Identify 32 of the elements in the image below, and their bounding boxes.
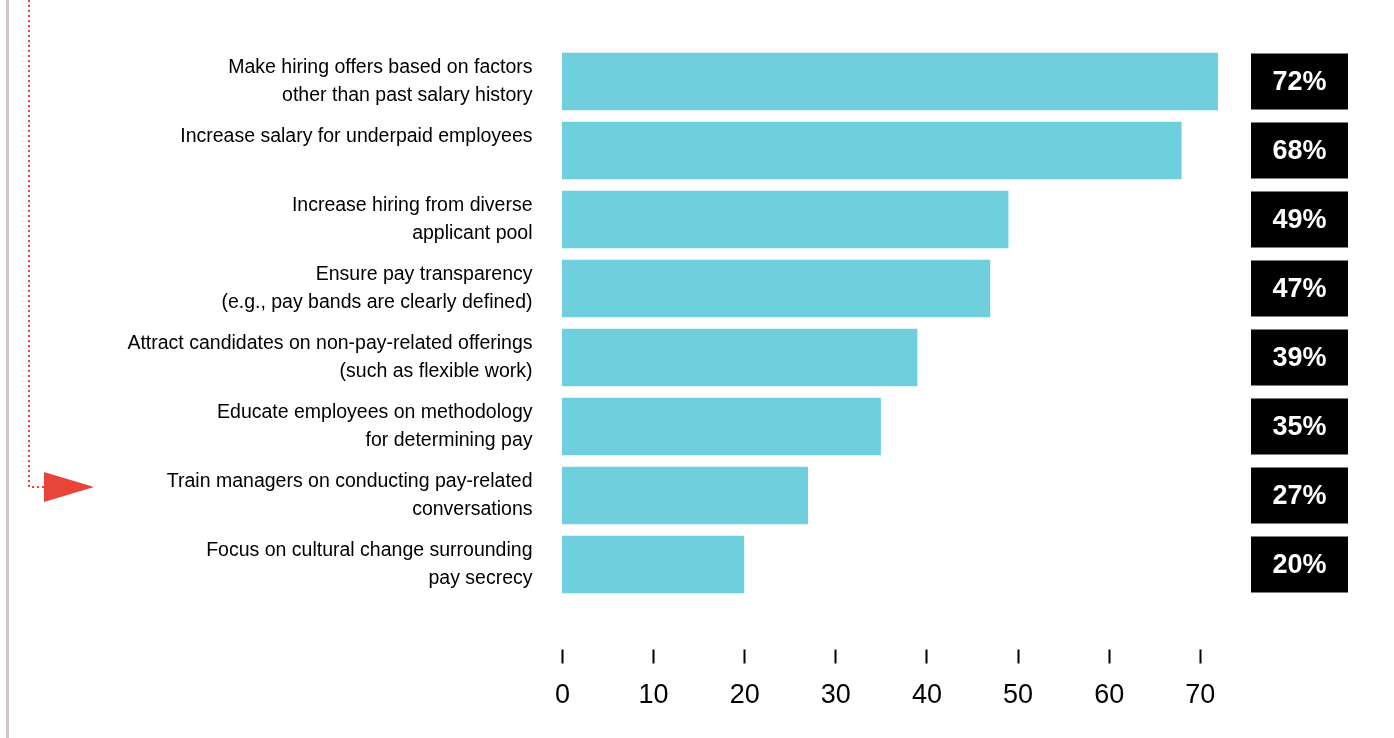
x-tick-label: 70	[1185, 678, 1216, 709]
bar	[562, 328, 918, 387]
y-tick-label: Train managers on conducting pay-related conversations	[166, 468, 533, 519]
data-label: 68%	[1272, 134, 1327, 165]
y-tick-label: Ensure pay transparency (e.g., pay bands are clearly defined)	[221, 261, 533, 312]
bar	[562, 259, 991, 318]
y-tick-label: Make hiring offers based on factors other than past salary history	[228, 54, 533, 105]
y-tick-label: Increase hiring from diverse applicant pool	[291, 192, 533, 243]
bar	[562, 190, 1009, 249]
data-label: 39%	[1272, 341, 1327, 372]
y-tick-label: Educate employees on methodology for determining pay	[217, 399, 533, 450]
y-tick-label: Increase salary for underpaid employees	[180, 123, 533, 146]
x-tick-label: 30	[820, 678, 851, 709]
x-tick-label: 50	[1003, 678, 1034, 709]
data-label: 47%	[1272, 272, 1327, 303]
data-label: 49%	[1272, 203, 1327, 234]
data-label: 27%	[1272, 479, 1327, 510]
y-tick-label: Attract candidates on non-pay-related offerings (such as flexible work)	[127, 330, 533, 381]
bar	[562, 535, 745, 594]
data-label: 35%	[1272, 410, 1327, 441]
y-tick-label: Focus on cultural change surrounding pay secrecy	[206, 537, 533, 588]
x-tick-label: 40	[911, 678, 942, 709]
bar	[562, 466, 808, 525]
bar	[562, 397, 881, 456]
x-tick-label: 10	[638, 678, 669, 709]
x-tick-label: 20	[729, 678, 760, 709]
x-tick-label: 0	[554, 678, 571, 709]
bar	[562, 121, 1182, 180]
bar	[562, 52, 1218, 111]
x-tick-label: 60	[1094, 678, 1125, 709]
data-label: 20%	[1272, 548, 1327, 579]
data-label: 72%	[1272, 65, 1327, 96]
